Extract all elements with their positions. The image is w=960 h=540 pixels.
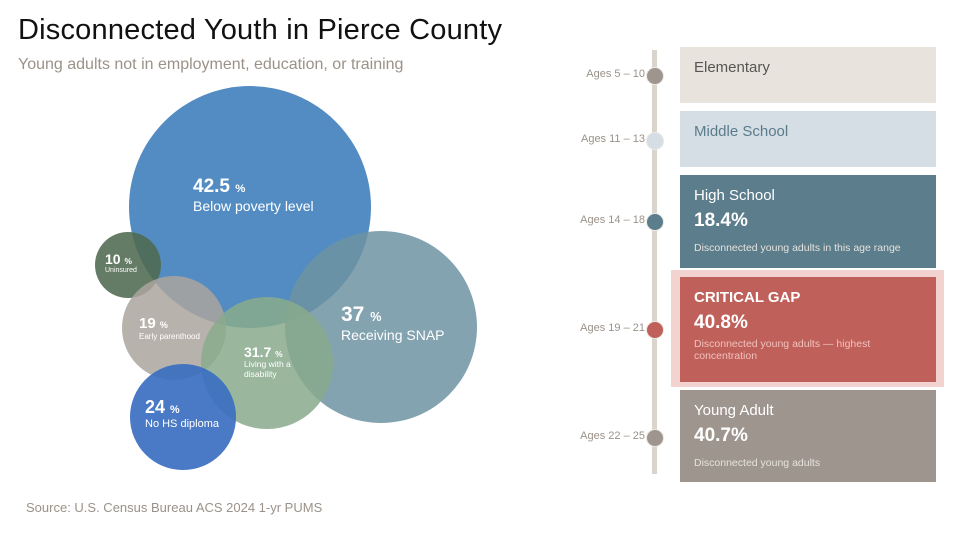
- bubble-label-disability: 31.7 % Living with a disability: [244, 344, 304, 380]
- bubble-caption: Below poverty level: [193, 198, 314, 214]
- stage-card: Middle School: [680, 111, 936, 167]
- bubble-unit: %: [235, 183, 246, 195]
- bubble-caption: Receiving SNAP: [341, 327, 445, 343]
- bubble-caption: Living with a disability: [244, 359, 291, 379]
- age-label: Ages 19 – 21: [580, 322, 645, 334]
- bubble-value: 31.7: [244, 344, 272, 360]
- page-subtitle: Young adults not in employment, educatio…: [18, 56, 404, 73]
- bubble-caption: Early parenthood: [139, 332, 200, 341]
- timeline-dot: [646, 132, 664, 150]
- bubble-unit: %: [370, 310, 382, 324]
- bubble-unit: %: [159, 320, 168, 330]
- bubble-value: 42.5: [193, 176, 230, 197]
- stage-value: 18.4%: [694, 210, 748, 231]
- bubble-value: 10: [105, 251, 121, 267]
- bubble-value: 37: [341, 303, 365, 326]
- bubble-label-nohs: 24 % No HS diploma: [145, 397, 219, 431]
- stage-desc: Disconnected young adults: [694, 457, 821, 469]
- bubble-uninsured: [95, 232, 161, 298]
- stage-title: Middle School: [694, 123, 789, 140]
- stage-desc: Disconnected young adults — highest conc…: [694, 338, 871, 362]
- bubble-disability: [201, 297, 333, 429]
- bubble-chart: [95, 86, 477, 470]
- stage-title: Young Adult: [694, 402, 774, 419]
- stage-title: Elementary: [694, 59, 770, 76]
- bubble-unit: %: [124, 256, 132, 266]
- bubble-unit: %: [170, 404, 180, 416]
- age-label: Ages 22 – 25: [580, 430, 645, 442]
- age-label: Ages 14 – 18: [580, 214, 645, 226]
- bubble-label-parenthood: 19 % Early parenthood: [139, 315, 200, 341]
- timeline-dot: [646, 67, 664, 85]
- bubble-label-snap: 37 % Receiving SNAP: [341, 303, 445, 343]
- bubble-label-poverty: 42.5 % Below poverty level: [193, 176, 314, 214]
- stage-card: Elementary: [680, 47, 936, 103]
- timeline-dot: [646, 321, 664, 339]
- stage-card: CRITICAL GAP 40.8% Disconnected young adul…: [680, 277, 936, 382]
- stage-value: 40.7%: [694, 425, 748, 446]
- age-label: Ages 5 – 10: [586, 68, 645, 80]
- bubble-snap: [285, 231, 477, 423]
- source-note: Source: U.S. Census Bureau ACS 2024 1-yr…: [26, 500, 323, 515]
- bubble-value: 24: [145, 397, 166, 417]
- age-label: Ages 11 – 13: [580, 133, 645, 145]
- bubble-nohs: [130, 364, 236, 470]
- bubble-parenthood: [122, 276, 226, 380]
- stage-title: CRITICAL GAP: [694, 289, 801, 306]
- stage-card: High School 18.4% Disconnected young adult…: [680, 175, 936, 268]
- stage-card: Young Adult 40.7% Disconnected young adult…: [680, 390, 936, 482]
- bubble-caption: Uninsured: [105, 267, 137, 274]
- bubble-caption: No HS diploma: [145, 418, 219, 430]
- timeline-dot: [646, 213, 664, 231]
- bubble-value: 19: [139, 315, 156, 332]
- page-title: Disconnected Youth in Pierce County: [18, 14, 503, 46]
- stage-title: High School: [694, 187, 775, 204]
- stage-value: 40.8%: [694, 312, 748, 333]
- timeline-line: [652, 50, 657, 474]
- stage-desc: Disconnected young adults in this age ra…: [694, 242, 901, 254]
- bubble-label-uninsured: 10 % Uninsured: [105, 251, 137, 275]
- timeline-dot: [646, 429, 664, 447]
- bubble-unit: %: [275, 349, 283, 359]
